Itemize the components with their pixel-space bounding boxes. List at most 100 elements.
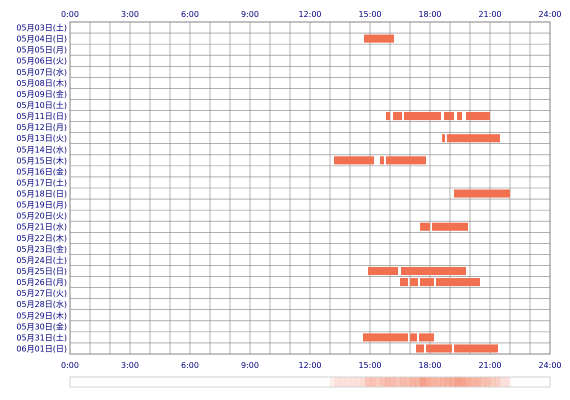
activity-bar: [420, 222, 430, 231]
row-label: 05月06日(火): [16, 57, 67, 66]
density-strip-cell: [445, 377, 451, 387]
density-strip-cell: [385, 377, 391, 387]
activity-bar: [404, 112, 441, 121]
bottom-x-axis: 0:00 3:00 6:00 9:00 12:00 15:00 18:00 21:00 24:0…: [61, 361, 562, 370]
density-strip-cell: [480, 377, 486, 387]
row-label: 05月27日(火): [16, 289, 67, 298]
top-x-tick-label: 18:00: [418, 10, 441, 19]
activity-bar: [334, 156, 374, 165]
row-label: 05月11日(日): [16, 112, 67, 121]
activity-bar: [386, 112, 390, 121]
bottom-x-tick-label: 24:00: [538, 361, 561, 370]
density-strip-cell: [340, 377, 346, 387]
bottom-x-tick-label: 9:00: [241, 361, 259, 370]
row-label: 05月29日(木): [16, 310, 67, 320]
activity-bar: [386, 156, 426, 165]
density-strip-cell: [360, 377, 366, 387]
activity-bar: [401, 266, 466, 276]
activity-bar: [454, 189, 510, 198]
activity-bar: [432, 222, 468, 231]
density-strip-cell: [500, 377, 506, 387]
row-label: 05月31日(土): [16, 332, 67, 342]
density-strip-cell: [370, 377, 376, 387]
density-strip-cell: [365, 377, 371, 387]
row-label: 05月03日(土): [16, 23, 67, 33]
row-label: 05月15日(木): [16, 155, 67, 165]
row-label: 05月08日(木): [16, 78, 67, 88]
bottom-x-tick-label: 15:00: [358, 361, 381, 370]
bottom-x-tick-label: 18:00: [418, 361, 441, 370]
bottom-x-tick-label: 0:00: [61, 361, 79, 370]
activity-bar: [410, 333, 417, 342]
row-label: 06月01日(日): [16, 344, 67, 353]
density-strip-cell: [465, 377, 471, 387]
activity-bar: [444, 112, 454, 121]
density-strip-cell: [460, 377, 466, 387]
activity-bar: [380, 156, 384, 165]
row-label: 05月22日(木): [16, 233, 67, 243]
top-x-tick-label: 9:00: [241, 10, 259, 19]
density-strip-cell: [505, 377, 511, 387]
activity-bar: [442, 134, 445, 143]
activity-bar: [400, 278, 408, 287]
top-x-tick-label: 15:00: [358, 10, 381, 19]
row-label: 05月19日(月): [16, 201, 67, 210]
density-strip-cell: [355, 377, 361, 387]
row-label: 05月25日(日): [16, 267, 67, 276]
row-label: 05月30日(金): [16, 321, 67, 331]
row-label: 05月26日(月): [16, 278, 67, 287]
density-strip-cell: [425, 377, 431, 387]
density-strip-cell: [350, 377, 356, 387]
row-label: 05月20日(火): [16, 212, 67, 221]
density-strip-cell: [335, 377, 341, 387]
density-strip-cell: [420, 377, 426, 387]
top-x-axis: 0:00 3:00 6:00 9:00 12:00 15:00 18:00 21:00 24:0…: [61, 10, 562, 19]
density-strip-cell: [400, 377, 406, 387]
density-strip-cell: [455, 377, 461, 387]
activity-bar: [454, 344, 498, 353]
density-strip-cell: [495, 377, 501, 387]
activity-bar: [436, 278, 480, 287]
bottom-x-tick-label: 21:00: [478, 361, 501, 370]
row-label: 05月05日(月): [16, 46, 67, 55]
density-strip-cell: [450, 377, 456, 387]
density-strip-cell: [405, 377, 411, 387]
row-label: 05月16日(金): [16, 166, 67, 176]
row-label: 05月24日(土): [16, 255, 67, 265]
plot-frame: [69, 21, 551, 355]
row-labels: 05月03日(土)05月04日(日)05月05日(月)05月06日(火)05月0…: [16, 23, 67, 354]
top-x-tick-label: 12:00: [298, 10, 321, 19]
row-label: 05月04日(日): [16, 35, 67, 44]
bottom-x-tick-label: 12:00: [298, 361, 321, 370]
row-label: 05月28日(水): [16, 299, 67, 309]
top-x-tick-label: 6:00: [181, 10, 199, 19]
grid-lines: [69, 21, 551, 355]
activity-bar: [447, 134, 500, 143]
density-strip-cell: [395, 377, 401, 387]
density-strip-cell: [490, 377, 496, 387]
top-x-tick-label: 21:00: [478, 10, 501, 19]
row-label: 05月21日(水): [16, 222, 67, 232]
row-label: 05月07日(水): [16, 67, 67, 77]
row-label: 05月13日(火): [16, 134, 67, 143]
density-strip-cell: [390, 377, 396, 387]
density-strip-cell: [430, 377, 436, 387]
activity-bar: [420, 278, 434, 287]
row-label: 05月14日(水): [16, 144, 67, 154]
activity-bar: [416, 344, 424, 353]
top-x-tick-label: 24:00: [538, 10, 561, 19]
activity-bar: [393, 112, 402, 121]
activity-bar: [368, 266, 398, 276]
activity-bars: [334, 34, 510, 353]
density-strip-frame: [69, 376, 551, 388]
top-x-tick-label: 0:00: [61, 10, 79, 19]
row-label: 05月12日(月): [16, 123, 67, 132]
density-strip-cell: [330, 377, 336, 387]
density-strip: [69, 376, 551, 388]
density-strip-cell: [410, 377, 416, 387]
row-label: 05月17日(土): [16, 177, 67, 187]
density-strip-cell: [345, 377, 351, 387]
top-x-tick-label: 3:00: [121, 10, 139, 19]
activity-bar: [363, 333, 408, 342]
density-strip-cell: [475, 377, 481, 387]
